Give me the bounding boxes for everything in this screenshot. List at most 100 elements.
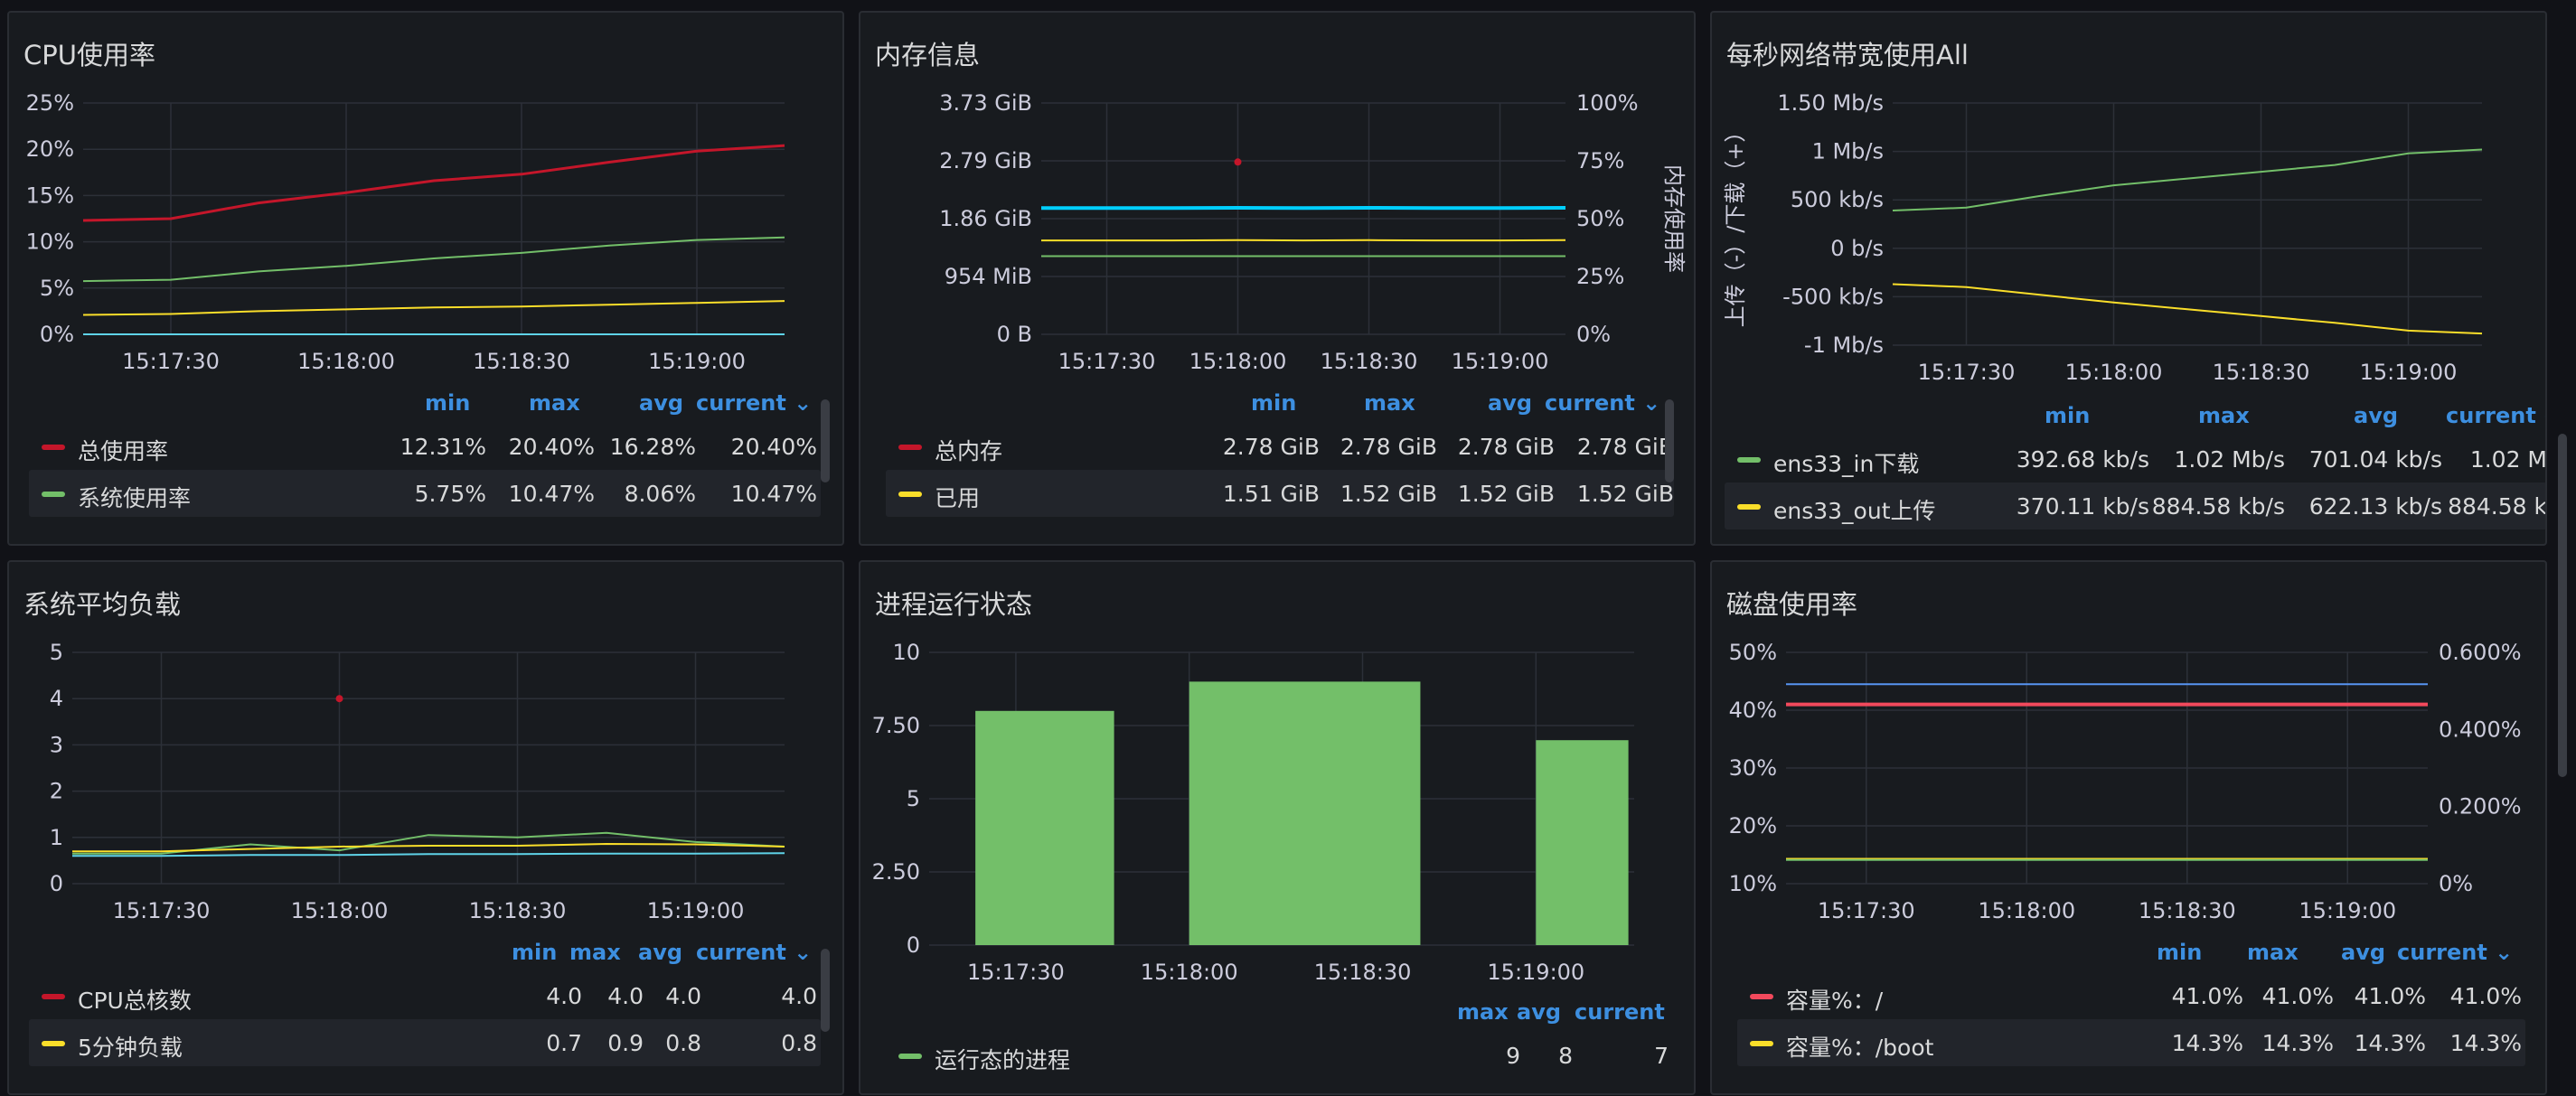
network-bandwidth-chart[interactable]: -1 Mb/s -500 kb/s 0 b/s 500 kb/s 1 Mb/s 1.50 …: [1712, 13, 2547, 401]
y-tick-label: 0: [50, 871, 63, 896]
legend-header-max[interactable]: max: [2198, 403, 2250, 428]
legend-color-swatch: [1737, 457, 1761, 463]
legend-header-current[interactable]: current ⌄: [696, 390, 813, 416]
legend-header-avg[interactable]: avg: [2341, 940, 2386, 965]
y-tick-label: 10%: [26, 230, 74, 255]
y-tick-label: 2.50: [872, 859, 920, 885]
legend-header-avg[interactable]: avg: [1488, 390, 1533, 416]
legend-header-max[interactable]: max: [1457, 999, 1509, 1025]
panel-title[interactable]: CPU使用率: [24, 40, 155, 70]
legend-header-max[interactable]: max: [529, 390, 580, 416]
y2-tick-label: 0%: [1576, 322, 1611, 347]
legend-header-min[interactable]: min: [2045, 403, 2091, 428]
legend-min: 370.11 kb/s: [2016, 493, 2149, 520]
legend-row[interactable]: 容量%：/ 41.0% 41.0% 41.0% 41.0%: [1737, 972, 2525, 1019]
legend-header-current[interactable]: current: [1575, 999, 1665, 1025]
legend-series-name: 总内存: [935, 438, 1003, 464]
x-tick-label: 15:17:30: [1058, 349, 1156, 374]
panel-title[interactable]: 系统平均负载: [24, 589, 182, 620]
legend-row[interactable]: 容量%：/boot 14.3% 14.3% 14.3% 14.3%: [1737, 1019, 2525, 1066]
legend-scrollbar[interactable]: [1665, 399, 1674, 482]
legend-header-current[interactable]: current ⌄: [1545, 390, 1661, 416]
y-tick-label: -1 Mb/s: [1804, 333, 1884, 358]
legend-max: 4.0: [607, 983, 644, 1009]
legend-series-name: ens33_out上传: [1773, 498, 1936, 524]
y-tick-label: 954 MiB: [945, 264, 1032, 289]
legend-header-avg[interactable]: avg: [638, 940, 683, 965]
y-tick-label: 0%: [40, 322, 74, 347]
cpu-usage-chart[interactable]: 0% 5% 10% 15% 20% 25% 15:17:30 15:18:00 15:18:30…: [9, 13, 844, 392]
x-tick-label: 15:17:30: [967, 960, 1065, 985]
x-tick-label: 15:18:30: [1321, 349, 1418, 374]
legend-row[interactable]: 总使用率 12.31% 20.40% 16.28% 20.40%: [29, 423, 821, 470]
y-tick-label: 10: [892, 640, 920, 665]
memory-info-chart[interactable]: 0 B 954 MiB 1.86 GiB 2.79 GiB 3.73 GiB 0% 25% 5…: [860, 13, 1696, 392]
data-point: [1234, 158, 1242, 166]
legend-series-name: 已用: [935, 485, 981, 511]
process-status-panel: 进程运行状态 0 2.50 5 7.50 10 15:17:30 15:18:00 15:18…: [859, 560, 1696, 1095]
legend-avg: 8: [1558, 1043, 1573, 1069]
legend-header-min[interactable]: min: [512, 940, 558, 965]
legend-header-current[interactable]: current ⌄: [696, 940, 813, 965]
legend-header-max[interactable]: max: [1364, 390, 1415, 416]
legend-row[interactable]: ens33_in下载 392.68 kb/s 1.02 Mb/s 701.04 …: [1725, 436, 2547, 482]
legend-header-min[interactable]: min: [425, 390, 471, 416]
legend-row[interactable]: ens33_out上传 370.11 kb/s 884.58 kb/s 622.…: [1725, 482, 2545, 529]
x-tick-label: 15:17:30: [1818, 898, 1915, 923]
legend-min: 392.68 kb/s: [2016, 446, 2149, 473]
system-load-chart[interactable]: 0 1 2 3 4 5 15:17:30 15:18:00 15:18:30 15:19:00: [9, 562, 844, 941]
legend-row[interactable]: 系统使用率 5.75% 10.47% 8.06% 10.47%: [29, 470, 821, 517]
legend-row[interactable]: 运行态的进程 9 8 7: [886, 1032, 1674, 1079]
legend-avg: 41.0%: [2354, 983, 2426, 1009]
legend-header-max[interactable]: max: [2247, 940, 2299, 965]
process-status-chart[interactable]: 0 2.50 5 7.50 10 15:17:30 15:18:00 15:18:30 15:1…: [860, 562, 1696, 987]
y-tick-label: -500 kb/s: [1782, 284, 1884, 309]
legend-min: 0.7: [546, 1030, 582, 1056]
legend-scrollbar[interactable]: [821, 399, 830, 482]
legend-header-avg[interactable]: avg: [1517, 999, 1562, 1025]
panel-title[interactable]: 每秒网络带宽使用All: [1726, 40, 1969, 70]
legend-max: 9: [1506, 1043, 1520, 1069]
y-tick-label: 500 kb/s: [1791, 187, 1884, 212]
legend-header-avg[interactable]: avg: [639, 390, 684, 416]
y-tick-label: 2: [50, 779, 63, 804]
legend-series-name: CPU总核数: [78, 988, 192, 1014]
x-tick-label: 15:18:30: [2213, 360, 2310, 385]
legend-min: 1.51 GiB: [1222, 481, 1320, 507]
legend-current: 7: [1654, 1043, 1669, 1069]
panel-title[interactable]: 进程运行状态: [875, 589, 1033, 620]
x-tick-label: 15:17:30: [122, 349, 220, 374]
legend-header-current[interactable]: current ‹: [2446, 403, 2547, 428]
legend-row[interactable]: 已用 1.51 GiB 1.52 GiB 1.52 GiB 1.52 GiB: [886, 470, 1674, 517]
y-tick-label: 0: [907, 932, 920, 958]
y2-tick-label: 25%: [1576, 264, 1624, 289]
legend-header-min[interactable]: min: [1251, 390, 1297, 416]
disk-usage-chart[interactable]: 10% 20% 30% 40% 50% 0% 0.200% 0.400% 0.600% 15:17…: [1712, 562, 2547, 941]
legend-color-swatch: [42, 445, 65, 450]
legend-scrollbar[interactable]: [821, 949, 830, 1032]
x-tick-label: 15:19:00: [648, 349, 746, 374]
legend-header-min[interactable]: min: [2157, 940, 2203, 965]
y-tick-label: 3.73 GiB: [939, 90, 1032, 116]
panel-title[interactable]: 磁盘使用率: [1726, 589, 1858, 620]
legend-current: 41.0%: [2449, 983, 2522, 1009]
y2-tick-label: 0%: [2439, 871, 2473, 896]
legend-avg: 4.0: [665, 983, 701, 1009]
legend-color-swatch: [42, 1041, 65, 1046]
y-tick-label: 10%: [1729, 871, 1777, 896]
legend-row[interactable]: 5分钟负载 0.7 0.9 0.8 0.8: [29, 1019, 821, 1066]
legend-header-max[interactable]: max: [569, 940, 621, 965]
legend-current: 1.02 M: [2469, 446, 2547, 473]
y-tick-label: 0 B: [997, 322, 1032, 347]
x-tick-label: 15:19:00: [647, 898, 745, 923]
panel-title[interactable]: 内存信息: [875, 40, 981, 70]
legend-header-avg[interactable]: avg: [2354, 403, 2399, 428]
legend-header-current[interactable]: current ⌄: [2397, 940, 2514, 965]
legend-max: 2.78 GiB: [1340, 434, 1437, 460]
legend-series-name: 5分钟负载: [78, 1035, 183, 1061]
x-tick-label: 15:19:00: [1452, 349, 1549, 374]
legend-row[interactable]: CPU总核数 4.0 4.0 4.0 4.0: [29, 972, 821, 1019]
page-scrollbar[interactable]: [2558, 434, 2567, 777]
legend-series-name: 容量%：/boot: [1786, 1035, 1934, 1061]
legend-row[interactable]: 总内存 2.78 GiB 2.78 GiB 2.78 GiB 2.78 GiB: [886, 423, 1674, 470]
